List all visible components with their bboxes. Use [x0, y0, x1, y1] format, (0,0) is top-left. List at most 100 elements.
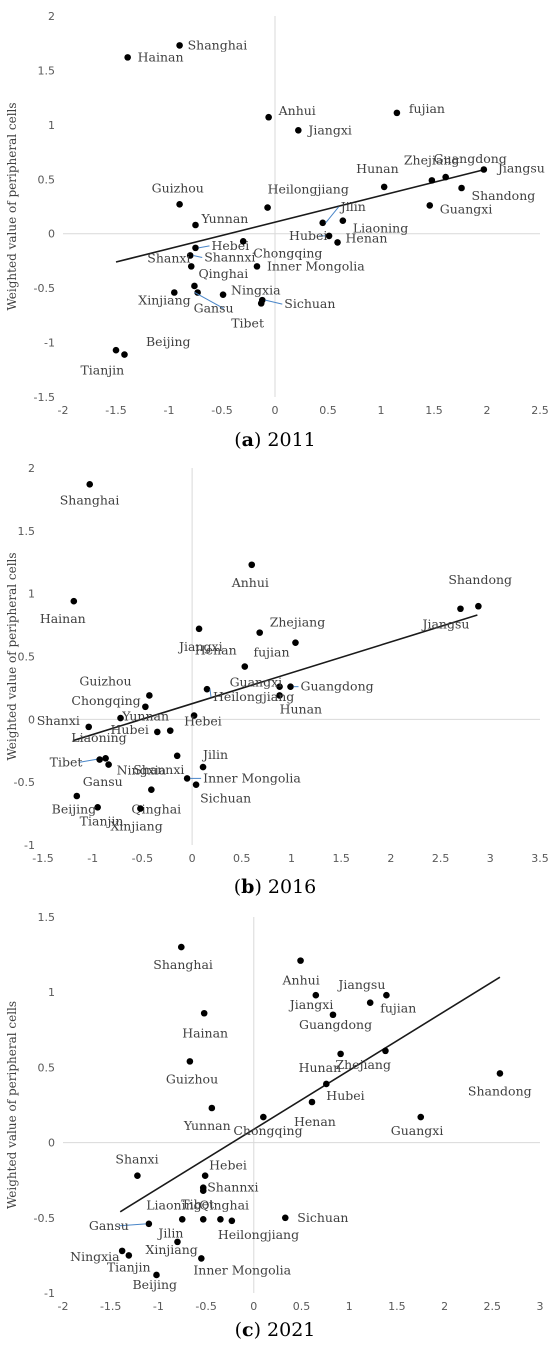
y-tick-label: 0.5	[38, 1061, 56, 1074]
data-point	[146, 692, 153, 699]
label-leader-line	[194, 292, 224, 309]
point-label: Shanghai	[153, 957, 213, 972]
label-leader-line	[193, 254, 203, 258]
y-tick-label: 2	[48, 10, 55, 23]
point-label: Anhui	[282, 973, 320, 988]
data-point	[323, 1080, 330, 1088]
y-tick-label: 0.5	[18, 651, 36, 664]
point-label: Hainan	[138, 49, 184, 64]
point-label: Jiangxi	[288, 997, 334, 1012]
point-label: Shannxi	[207, 1180, 258, 1195]
point-label: Chongqing	[233, 1123, 302, 1138]
point-label: Hubei	[326, 1088, 364, 1103]
point-label: Ningxia	[231, 283, 281, 298]
point-label: Gansu	[89, 1218, 129, 1233]
data-point	[239, 238, 247, 245]
point-label: fujian	[380, 1001, 416, 1016]
point-label: Gansu	[83, 774, 123, 789]
data-point	[393, 109, 401, 117]
point-label: Tibet	[50, 754, 83, 769]
data-point	[228, 1217, 236, 1225]
x-tick-label: -1.5	[100, 1300, 121, 1313]
point-label: Jilin	[339, 199, 366, 214]
x-tick-label: -1	[153, 1300, 164, 1313]
point-label: Guizhou	[152, 180, 204, 195]
point-label: Heilongjiang	[213, 689, 294, 704]
data-point	[145, 1220, 153, 1228]
point-label: Shandong	[448, 572, 512, 587]
point-label: Shanxi	[115, 1152, 158, 1167]
x-tick-label: 3.5	[531, 852, 549, 865]
data-point	[171, 289, 178, 296]
data-point	[292, 639, 299, 646]
data-point	[208, 1104, 216, 1112]
data-point	[265, 113, 272, 121]
data-point	[70, 597, 78, 605]
x-tick-label: 2.5	[484, 1300, 502, 1313]
data-point	[105, 761, 112, 768]
x-tick-label: 0.5	[293, 1300, 311, 1313]
panel-caption: (c) 2021	[235, 1319, 316, 1341]
data-point	[194, 289, 201, 296]
data-point	[187, 263, 195, 270]
data-point	[177, 943, 185, 951]
point-label: Chongqing	[71, 693, 140, 708]
point-label: Qinghai	[199, 1197, 249, 1212]
y-tick-label: -0.5	[14, 776, 35, 789]
y-tick-label: 0	[48, 1137, 55, 1150]
data-point	[121, 351, 128, 358]
data-point	[173, 752, 181, 760]
label-leader-line	[118, 1223, 146, 1227]
panel-caption: (b) 2016	[234, 876, 317, 898]
point-label: Shanxi	[147, 250, 190, 265]
point-label: Henan	[294, 1114, 336, 1129]
data-point	[186, 1058, 194, 1065]
point-label: Sichuan	[200, 791, 251, 806]
point-label: Zhejiang	[404, 152, 460, 167]
point-label: Jilin	[201, 747, 228, 762]
data-point	[148, 786, 155, 794]
point-label: Anhui	[231, 575, 269, 590]
data-point	[154, 728, 161, 736]
y-tick-label: 0.5	[38, 173, 56, 186]
data-point	[190, 712, 198, 719]
data-point	[417, 1113, 425, 1121]
y-tick-label: -0.5	[34, 282, 55, 295]
point-label: Beijing	[132, 1277, 177, 1292]
point-label: Shannxi	[204, 249, 255, 264]
x-tick-label: 1	[346, 1300, 353, 1313]
data-point	[241, 663, 249, 670]
panel-caption: (a) 2011	[234, 429, 316, 451]
y-tick-label: 1.5	[38, 64, 56, 77]
data-point	[183, 775, 191, 782]
data-point	[217, 1216, 224, 1223]
point-label: Hubei	[289, 228, 327, 243]
y-axis-title: Weighted value of peripheral cells	[5, 552, 19, 760]
x-tick-label: 2	[387, 852, 394, 865]
data-point	[496, 1070, 504, 1077]
point-label: Beijing	[52, 801, 97, 816]
data-point	[260, 1113, 267, 1121]
data-point	[325, 232, 333, 240]
point-label: Guangdong	[301, 679, 374, 694]
x-tick-label: -1.5	[32, 852, 53, 865]
point-label: Qinghai	[198, 266, 248, 281]
data-point	[219, 291, 227, 298]
data-point	[199, 763, 207, 771]
data-point	[480, 166, 488, 173]
point-label: Henan	[195, 643, 237, 658]
x-tick-label: 2.5	[432, 852, 450, 865]
x-tick-label: 2	[484, 404, 491, 417]
y-tick-label: 1.5	[38, 911, 56, 924]
y-axis-title: Weighted value of peripheral cells	[5, 1001, 19, 1209]
data-point	[276, 683, 283, 690]
point-label: Qinghai	[131, 802, 181, 817]
data-point	[186, 252, 194, 259]
x-tick-label: -2	[58, 404, 69, 417]
label-leader-line	[265, 299, 283, 305]
x-tick-label: -1	[87, 852, 98, 865]
data-point	[382, 1047, 389, 1055]
point-label: Jiangsu	[336, 977, 385, 992]
x-tick-label: 3	[487, 852, 494, 865]
point-label: Anhui	[278, 103, 316, 118]
